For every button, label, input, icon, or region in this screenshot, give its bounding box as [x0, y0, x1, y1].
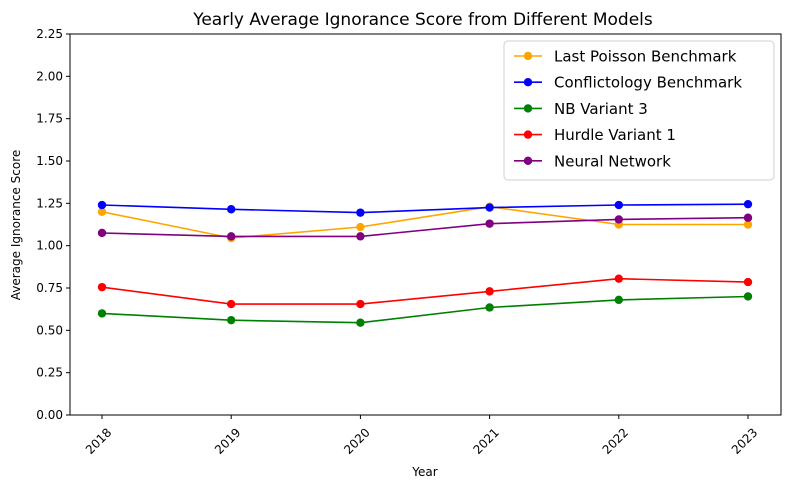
data-point — [743, 199, 753, 209]
data-point — [485, 287, 494, 296]
legend-item: Last Poisson Benchmark — [514, 48, 737, 66]
data-point — [356, 299, 365, 309]
x-tick-label: 2019 — [212, 425, 243, 456]
chart-title: Yearly Average Ignorance Score from Diff… — [192, 10, 653, 30]
data-point — [614, 215, 623, 224]
data-point — [743, 277, 753, 287]
data-point — [97, 309, 107, 318]
series-nb-variant-3 — [97, 292, 753, 327]
data-point — [227, 315, 236, 325]
y-axis-label: Average Ignorance Score — [9, 150, 23, 301]
legend-item: Neural Network — [514, 152, 671, 170]
x-tick-label: 2022 — [600, 425, 631, 456]
data-point — [97, 228, 107, 238]
x-tick-label: 2020 — [341, 425, 372, 456]
series-line — [101, 295, 749, 324]
x-axis: 2018 2019 2020 2021 2022 2023 — [83, 415, 760, 457]
legend-box — [503, 40, 775, 181]
series-hurdle-variant-1 — [97, 274, 753, 309]
series-layer — [97, 199, 753, 327]
data-point — [743, 213, 753, 222]
y-tick-label: 0.75 — [36, 281, 63, 295]
y-tick-label: 0.25 — [36, 366, 63, 380]
plot-area — [69, 33, 782, 416]
data-point — [97, 207, 107, 216]
data-point — [485, 203, 494, 212]
y-tick-label: 2.25 — [36, 27, 63, 41]
x-tick-label: 2021 — [470, 425, 501, 456]
data-point — [227, 232, 236, 241]
data-point — [356, 232, 365, 241]
series-conflictology-benchmark — [97, 199, 753, 217]
data-point — [614, 295, 623, 305]
legend-marker — [523, 78, 533, 87]
y-tick-label: 0.50 — [36, 323, 63, 337]
series-line — [101, 205, 748, 239]
data-point — [227, 205, 236, 214]
data-point — [743, 220, 753, 229]
legend-label: Neural Network — [554, 152, 671, 170]
legend-item: NB Variant 3 — [514, 100, 648, 118]
x-axis-label: Year — [411, 465, 437, 479]
y-tick-label: 2.00 — [36, 69, 63, 83]
y-tick-label: 1.75 — [36, 112, 63, 126]
series-line — [101, 277, 749, 305]
data-point — [614, 200, 623, 210]
x-tick-label: 2023 — [729, 425, 760, 456]
data-point — [485, 219, 494, 228]
legend-label: NB Variant 3 — [554, 100, 648, 118]
legend-item: Conflictology Benchmark — [514, 74, 742, 92]
x-tick-label: 2018 — [83, 425, 114, 456]
data-point — [614, 274, 623, 283]
y-axis: 0.00 0.25 0.50 0.75 1.00 1.25 1.50 1.75 2.00 2.25 — [36, 27, 70, 422]
data-point — [743, 292, 753, 301]
y-tick-label: 1.50 — [36, 154, 63, 168]
plot-frame — [69, 33, 782, 416]
y-tick-label: 0.00 — [36, 408, 63, 422]
data-point — [227, 299, 236, 309]
data-point — [356, 222, 365, 232]
series-neural-network — [97, 213, 753, 241]
series-line — [101, 203, 749, 214]
legend-marker — [523, 130, 533, 139]
legend-item: Hurdle Variant 1 — [514, 126, 676, 144]
legend-marker — [523, 51, 533, 61]
data-point — [356, 318, 365, 327]
legend: Last Poisson Benchmark Conflictology Benc… — [503, 40, 775, 181]
data-point — [97, 282, 107, 292]
legend-label: Conflictology Benchmark — [554, 74, 742, 92]
legend-marker — [523, 104, 533, 113]
legend-marker — [523, 156, 533, 165]
data-point — [97, 200, 107, 210]
legend-label: Hurdle Variant 1 — [554, 126, 676, 144]
series-line — [101, 216, 749, 238]
y-tick-label: 1.00 — [36, 239, 63, 253]
data-point — [485, 303, 494, 312]
y-tick-label: 1.25 — [36, 196, 63, 210]
data-point — [356, 208, 365, 217]
legend-label: Last Poisson Benchmark — [554, 48, 737, 66]
